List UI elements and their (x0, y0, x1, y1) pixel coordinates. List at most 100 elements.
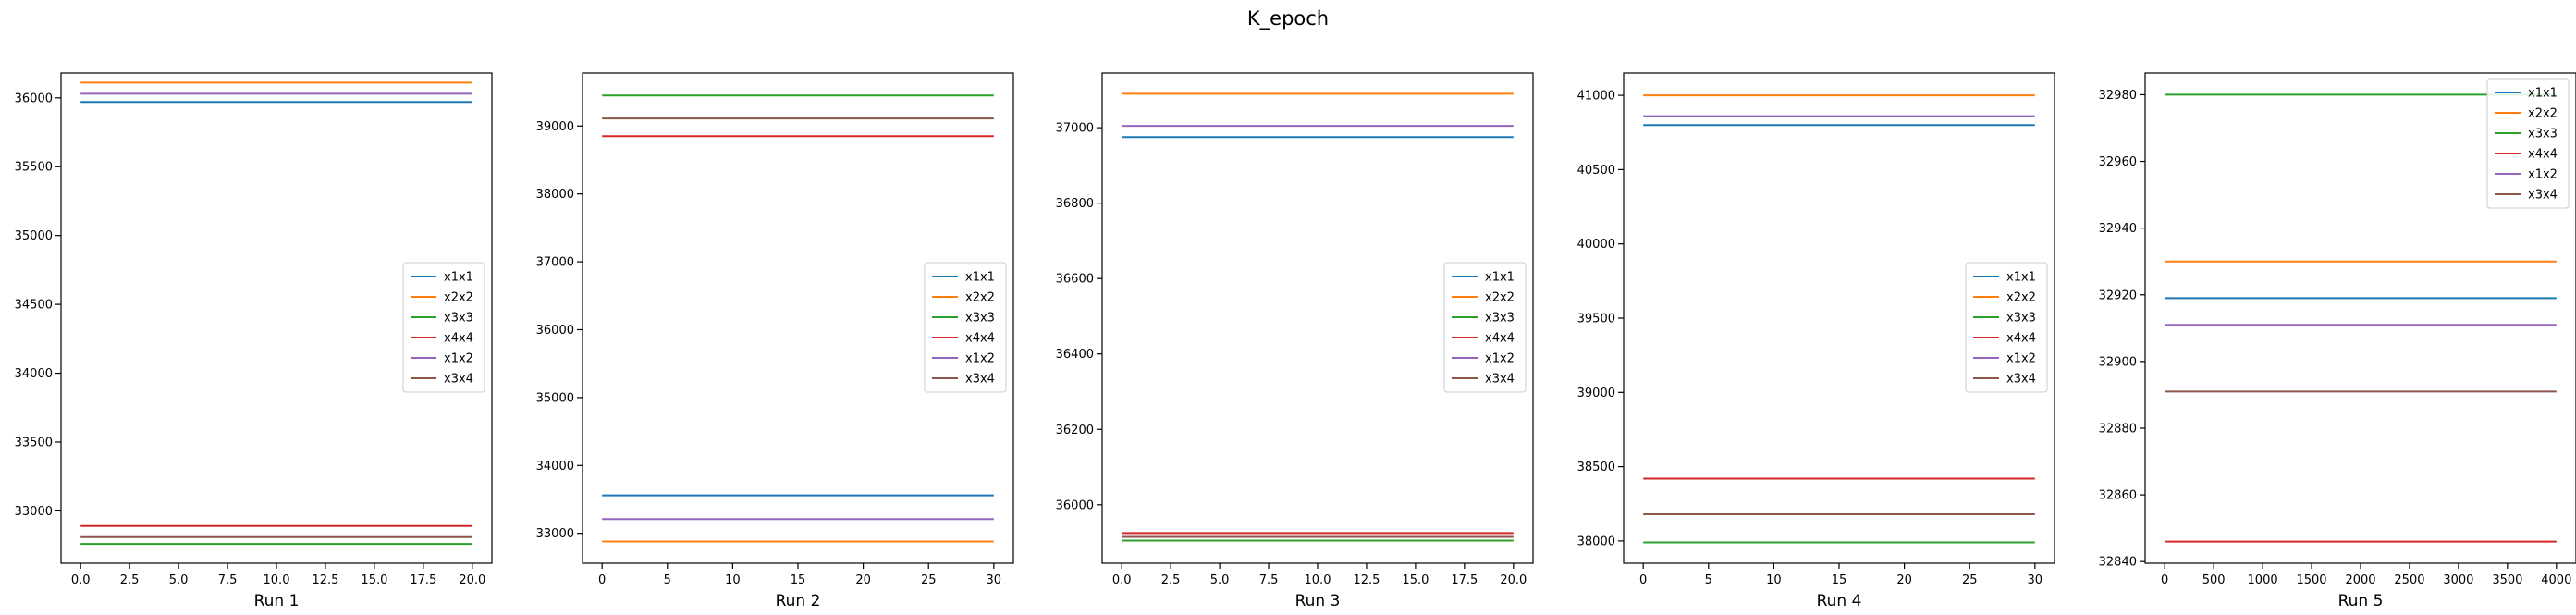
x-axis-label: Run 3 (1295, 592, 1341, 610)
legend-label-x1x2: x1x2 (2528, 168, 2558, 182)
x-tick-label: 12.5 (312, 573, 338, 587)
y-tick-label: 37000 (1056, 122, 1094, 136)
x-tick-label: 5 (664, 573, 671, 587)
legend-label-x1x2: x1x2 (2006, 352, 2036, 366)
x-tick-label: 10 (1766, 573, 1782, 587)
y-tick-label: 37000 (536, 256, 574, 270)
legend-label-x2x2: x2x2 (2528, 107, 2558, 121)
y-tick-label: 34500 (15, 299, 53, 313)
legend-label-x3x4: x3x4 (444, 373, 473, 387)
x-tick-label: 0 (1639, 573, 1647, 587)
x-tick-label: 3500 (2492, 573, 2522, 587)
legend-label-x1x1: x1x1 (444, 271, 473, 285)
y-tick-label: 36000 (15, 92, 53, 105)
y-tick-label: 36200 (1056, 424, 1094, 437)
x-tick-label: 0 (2161, 573, 2168, 587)
subplot-run-2: 0 5 10 15 20 25 30 33000 34000 35000 36000 37000 380… (536, 72, 1014, 610)
legend-label-x3x3: x3x3 (965, 312, 995, 326)
legend-label-x2x2: x2x2 (444, 291, 473, 305)
y-tick-label: 36600 (1056, 273, 1094, 287)
subplot-run-4: 0 5 10 15 20 25 30 38000 38500 39000 39500 40000 405… (1577, 72, 2055, 610)
y-tick-label: 39500 (1577, 313, 1615, 326)
legend: x1x1 x2x2 x3x3 x4x4 x1x2 x3x4 (1965, 262, 2048, 393)
x-axis-label: Run 2 (776, 592, 821, 610)
subplot-run-5: 0 500 1000 1500 2000 2500 3000 3500 4000 32840 328… (2099, 72, 2576, 610)
x-tick-label: 500 (2202, 573, 2226, 587)
legend-label-x1x1: x1x1 (2006, 271, 2036, 285)
x-tick-label: 2.5 (120, 573, 140, 587)
legend-label-x1x1: x1x1 (965, 271, 995, 285)
x-tick-label: 20 (855, 573, 871, 587)
legend-label-x4x4: x4x4 (2006, 332, 2036, 346)
x-tick-label: 20.0 (459, 573, 485, 587)
y-tick-label: 32900 (2099, 355, 2137, 369)
x-tick-label: 0 (598, 573, 606, 587)
x-tick-label: 2000 (2345, 573, 2375, 587)
legend: x1x1 x2x2 x3x3 x4x4 x1x2 x3x4 (924, 262, 1007, 393)
legend-label-x3x4: x3x4 (965, 373, 995, 387)
legend-box (924, 262, 1007, 393)
y-tick-label: 32940 (2099, 222, 2137, 236)
y-tick-label: 38000 (1577, 535, 1615, 548)
x-tick-label: 7.5 (1259, 573, 1279, 587)
y-tick-label: 38500 (1577, 461, 1615, 474)
y-tick-label: 36800 (1056, 197, 1094, 211)
legend-box (2486, 78, 2570, 209)
y-tick-label: 33000 (15, 505, 53, 519)
x-tick-label: 10.0 (264, 573, 290, 587)
legend-label-x1x1: x1x1 (2528, 87, 2558, 101)
legend-label-x4x4: x4x4 (2528, 148, 2558, 162)
x-tick-label: 10.0 (1305, 573, 1331, 587)
x-axis-label: Run 4 (1817, 592, 1862, 610)
x-axis-label: Run 5 (2338, 592, 2384, 610)
y-tick-label: 34000 (536, 460, 574, 474)
y-tick-label: 35500 (15, 161, 53, 175)
x-tick-label: 17.5 (1451, 573, 1478, 587)
legend-label-x3x4: x3x4 (1485, 373, 1515, 387)
x-tick-label: 7.5 (218, 573, 238, 587)
x-tick-label: 20.0 (1500, 573, 1527, 587)
x-tick-label: 15 (791, 573, 806, 587)
subplot-run-1: 0.0 2.5 5.0 7.5 10.0 12.5 15.0 17.5 20.0 33000 335… (15, 72, 493, 610)
legend-label-x2x2: x2x2 (1485, 291, 1515, 305)
y-tick-label: 32860 (2099, 489, 2137, 503)
x-tick-label: 1000 (2248, 573, 2278, 587)
subplot-run-3: 0.0 2.5 5.0 7.5 10.0 12.5 15.0 17.5 20.0 36000 362… (1056, 72, 1534, 610)
y-tick-label: 33500 (15, 436, 53, 449)
y-tick-label: 32980 (2099, 89, 2137, 103)
x-axis-label: Run 1 (254, 592, 300, 610)
y-tick-label: 41000 (1577, 90, 1615, 104)
legend-label-x1x2: x1x2 (965, 352, 995, 366)
x-tick-label: 3000 (2443, 573, 2473, 587)
x-tick-label: 30 (2028, 573, 2043, 587)
x-tick-label: 5.0 (1210, 573, 1230, 587)
legend-label-x2x2: x2x2 (965, 291, 995, 305)
y-tick-label: 33000 (536, 527, 574, 541)
y-tick-label: 35000 (15, 229, 53, 243)
legend-label-x3x3: x3x3 (2006, 312, 2036, 326)
y-tick-label: 32880 (2099, 422, 2137, 436)
subplots: 0.0 2.5 5.0 7.5 10.0 12.5 15.0 17.5 20.0 33000 335… (15, 72, 2576, 610)
x-tick-label: 0.0 (1112, 573, 1132, 587)
y-tick-label: 36000 (1056, 498, 1094, 512)
x-tick-label: 10 (725, 573, 741, 587)
x-tick-label: 30 (987, 573, 1002, 587)
y-tick-label: 39000 (536, 120, 574, 134)
y-tick-label: 40500 (1577, 164, 1615, 178)
legend-label-x3x3: x3x3 (444, 312, 473, 326)
y-tick-label: 40000 (1577, 238, 1615, 252)
x-tick-label: 4000 (2541, 573, 2571, 587)
x-tick-label: 0.0 (71, 573, 91, 587)
legend-box (1443, 262, 1527, 393)
legend-label-x3x3: x3x3 (2528, 128, 2558, 141)
legend-label-x3x4: x3x4 (2006, 373, 2036, 387)
y-tick-label: 38000 (536, 188, 574, 202)
x-tick-label: 2.5 (1161, 573, 1181, 587)
y-tick-label: 32840 (2099, 556, 2137, 570)
y-tick-label: 35000 (536, 391, 574, 405)
x-tick-label: 5.0 (169, 573, 189, 587)
y-tick-label: 36400 (1056, 348, 1094, 362)
y-tick-label: 39000 (1577, 387, 1615, 400)
legend-label-x4x4: x4x4 (444, 332, 473, 346)
